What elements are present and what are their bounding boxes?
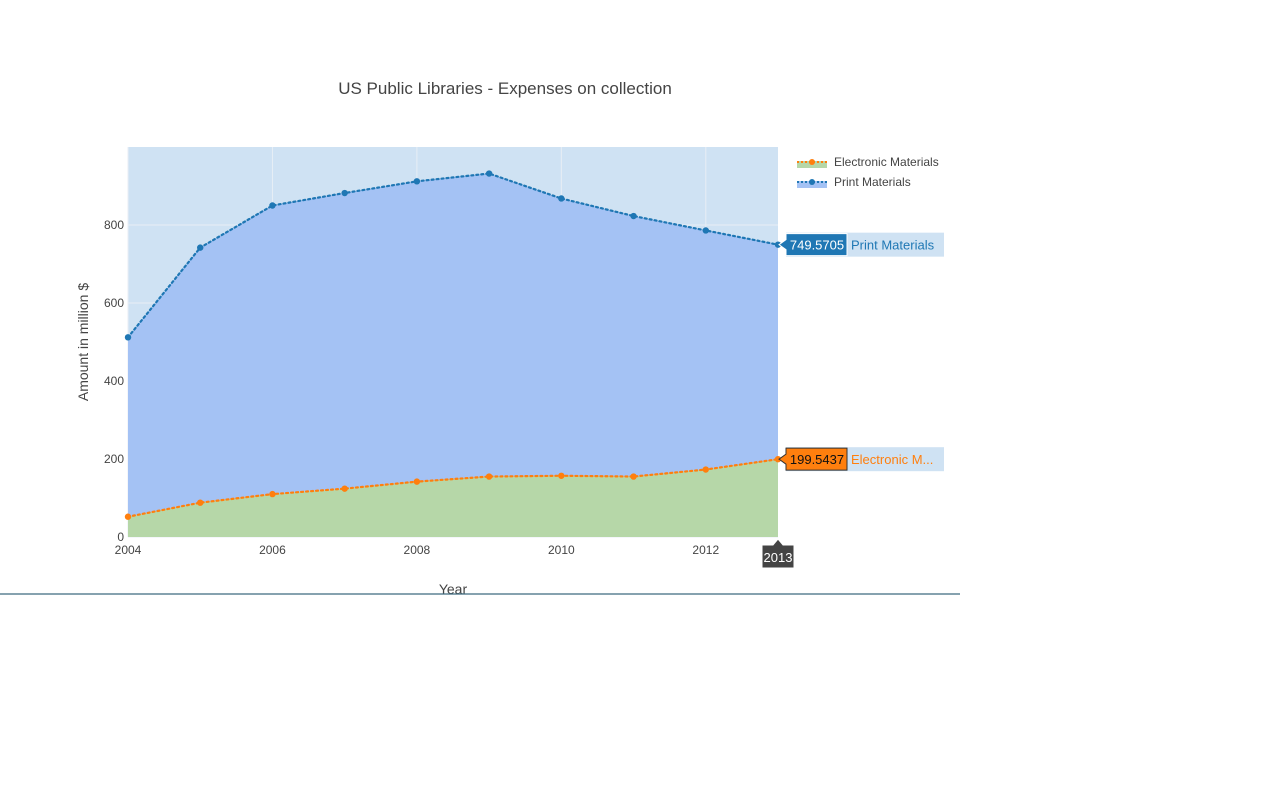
legend-marker xyxy=(809,179,815,185)
legend-item-electronic-materials[interactable]: Electronic Materials xyxy=(797,155,939,169)
print-point-2010[interactable] xyxy=(558,195,565,202)
areas xyxy=(128,173,778,537)
hover-x-label: 2013 xyxy=(761,538,795,569)
x-tick-label: 2010 xyxy=(548,543,575,557)
electronic-point-2007[interactable] xyxy=(341,485,348,492)
print-point-2006[interactable] xyxy=(269,202,276,209)
hover-value-box xyxy=(778,233,848,257)
hover-value: 749.5705 xyxy=(790,238,844,253)
electronic-point-2009[interactable] xyxy=(485,473,493,480)
electronic-point-2008[interactable] xyxy=(413,478,421,485)
x-axis-title: Year xyxy=(439,581,468,597)
x-tick-label: 2004 xyxy=(115,543,142,557)
hover-series-name: Print Materials xyxy=(851,238,935,253)
y-tick-label: 0 xyxy=(117,530,124,544)
electronic-point-2004[interactable] xyxy=(124,513,132,520)
electronic-point-2012[interactable] xyxy=(702,466,709,473)
print-point-2011[interactable] xyxy=(630,212,637,220)
hover-label-print-materials: 749.5705 Print Materials xyxy=(778,232,944,257)
electronic-point-2005[interactable] xyxy=(197,499,204,506)
print-point-2013[interactable] xyxy=(774,241,782,248)
print-point-2012[interactable] xyxy=(702,227,709,234)
chart-title: US Public Libraries - Expenses on collec… xyxy=(338,79,672,98)
print-point-2005[interactable] xyxy=(197,244,204,251)
y-axis-ticks: 0 200 400 600 800 xyxy=(104,218,124,544)
x-tick-label: 2012 xyxy=(692,543,719,557)
print-point-2004[interactable] xyxy=(124,334,132,341)
series-lines xyxy=(126,172,780,518)
series-line-electronic-materials xyxy=(126,458,780,518)
series-line-print-materials xyxy=(126,172,780,339)
electronic-point-2006[interactable] xyxy=(269,490,276,498)
hover-labels: 749.5705 Print Materials 199.5437 Electroni… xyxy=(761,232,944,569)
legend-marker xyxy=(809,159,815,165)
print-point-2008[interactable] xyxy=(413,178,421,185)
y-tick-label: 400 xyxy=(104,374,124,388)
electronic-point-2011[interactable] xyxy=(630,473,637,480)
electronic-point-2013[interactable] xyxy=(774,455,782,463)
y-tick-label: 800 xyxy=(104,218,124,232)
print-point-2007[interactable] xyxy=(341,189,348,197)
legend[interactable]: Electronic Materials Print Materials xyxy=(797,155,939,189)
hover-value: 199.5437 xyxy=(790,452,844,467)
legend-item-print-materials[interactable]: Print Materials xyxy=(797,175,911,189)
x-tick-label: 2006 xyxy=(259,543,286,557)
legend-label: Electronic Materials xyxy=(834,155,939,169)
series-markers xyxy=(124,170,782,520)
y-axis-title: Amount in million $ xyxy=(75,283,91,401)
print-point-2009[interactable] xyxy=(485,170,493,177)
hover-value-box xyxy=(778,447,848,471)
area-electronic-materials xyxy=(128,459,778,537)
hover-series-name: Electronic M... xyxy=(851,452,933,467)
x-tick-label: 2008 xyxy=(404,543,431,557)
legend-label: Print Materials xyxy=(834,175,911,189)
y-tick-label: 600 xyxy=(104,296,124,310)
hover-label-electronic-materials: 199.5437 Electronic M... xyxy=(778,447,944,472)
hover-x-value: 2013 xyxy=(764,550,793,565)
hover-x-box xyxy=(761,538,795,569)
electronic-point-2010[interactable] xyxy=(558,472,565,479)
area-print-materials xyxy=(128,173,778,517)
y-tick-label: 200 xyxy=(104,452,124,466)
x-axis-ticks: 2004 2006 2008 2010 2012 xyxy=(115,543,720,557)
